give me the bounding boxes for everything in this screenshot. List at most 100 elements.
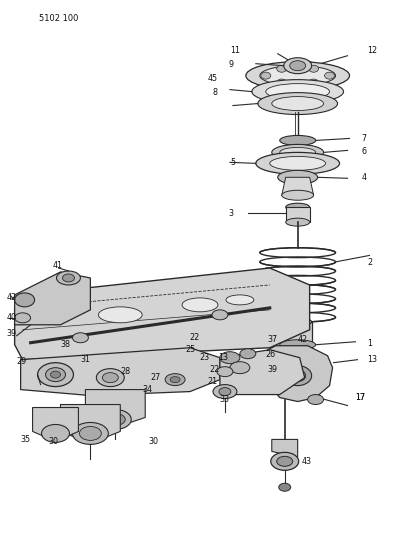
Text: 1: 1 bbox=[368, 339, 373, 348]
Text: 39: 39 bbox=[268, 365, 278, 374]
Polygon shape bbox=[220, 350, 305, 394]
Text: 38: 38 bbox=[60, 340, 71, 349]
Ellipse shape bbox=[290, 370, 306, 382]
Text: 29: 29 bbox=[17, 357, 27, 366]
Ellipse shape bbox=[266, 84, 330, 100]
Ellipse shape bbox=[42, 424, 69, 442]
Ellipse shape bbox=[80, 426, 101, 440]
Text: 22: 22 bbox=[210, 365, 220, 374]
Polygon shape bbox=[272, 439, 298, 457]
Polygon shape bbox=[21, 348, 220, 395]
Text: 34: 34 bbox=[142, 385, 152, 394]
Text: 42: 42 bbox=[298, 335, 308, 344]
Ellipse shape bbox=[240, 349, 256, 359]
Ellipse shape bbox=[182, 298, 218, 312]
Text: 35: 35 bbox=[21, 435, 31, 444]
Text: 11: 11 bbox=[230, 46, 240, 55]
Ellipse shape bbox=[308, 394, 324, 405]
Text: 22: 22 bbox=[190, 333, 200, 342]
Polygon shape bbox=[266, 346, 333, 401]
Ellipse shape bbox=[252, 79, 344, 103]
Text: 9: 9 bbox=[229, 60, 234, 69]
Text: 21: 21 bbox=[208, 377, 218, 386]
Ellipse shape bbox=[261, 72, 271, 79]
Text: 17: 17 bbox=[355, 393, 366, 402]
Ellipse shape bbox=[308, 79, 319, 86]
Polygon shape bbox=[284, 322, 312, 370]
Polygon shape bbox=[60, 405, 120, 443]
Ellipse shape bbox=[98, 307, 142, 323]
Text: 8: 8 bbox=[213, 88, 218, 97]
Ellipse shape bbox=[302, 63, 310, 69]
Ellipse shape bbox=[96, 369, 124, 386]
Ellipse shape bbox=[277, 79, 287, 86]
Text: 39: 39 bbox=[7, 329, 17, 338]
Text: 13: 13 bbox=[218, 353, 228, 362]
Ellipse shape bbox=[15, 293, 35, 307]
Ellipse shape bbox=[284, 58, 312, 74]
Text: 12: 12 bbox=[368, 46, 377, 55]
Ellipse shape bbox=[100, 409, 131, 430]
Text: 25: 25 bbox=[186, 345, 196, 354]
Ellipse shape bbox=[308, 65, 319, 72]
Ellipse shape bbox=[56, 271, 80, 285]
Ellipse shape bbox=[105, 414, 125, 425]
Ellipse shape bbox=[284, 366, 312, 385]
Text: 7: 7 bbox=[361, 134, 366, 143]
Polygon shape bbox=[15, 268, 310, 360]
Text: 2: 2 bbox=[368, 257, 373, 266]
Ellipse shape bbox=[73, 423, 109, 445]
Text: 42: 42 bbox=[7, 293, 17, 302]
Ellipse shape bbox=[38, 362, 73, 386]
Ellipse shape bbox=[286, 203, 310, 211]
Text: 45: 45 bbox=[208, 74, 218, 83]
Ellipse shape bbox=[62, 274, 74, 282]
Ellipse shape bbox=[220, 352, 240, 364]
Ellipse shape bbox=[219, 387, 231, 395]
Ellipse shape bbox=[46, 368, 65, 382]
Ellipse shape bbox=[256, 152, 339, 174]
Ellipse shape bbox=[298, 61, 314, 71]
Ellipse shape bbox=[280, 340, 316, 350]
Ellipse shape bbox=[170, 377, 180, 383]
Text: 3: 3 bbox=[229, 209, 234, 217]
Text: 43: 43 bbox=[302, 457, 312, 466]
Ellipse shape bbox=[226, 295, 254, 305]
Ellipse shape bbox=[260, 66, 335, 86]
Text: 28: 28 bbox=[120, 367, 131, 376]
Ellipse shape bbox=[282, 190, 314, 200]
Text: 17: 17 bbox=[355, 393, 366, 402]
Ellipse shape bbox=[165, 374, 185, 385]
Ellipse shape bbox=[277, 456, 293, 466]
Polygon shape bbox=[15, 272, 91, 325]
Text: 26: 26 bbox=[266, 350, 276, 359]
Text: 13: 13 bbox=[368, 355, 377, 364]
Ellipse shape bbox=[280, 148, 316, 157]
Text: 33: 33 bbox=[220, 395, 230, 404]
Ellipse shape bbox=[246, 62, 350, 90]
Polygon shape bbox=[286, 207, 310, 222]
Ellipse shape bbox=[271, 453, 299, 470]
Ellipse shape bbox=[286, 218, 310, 226]
Ellipse shape bbox=[15, 313, 31, 323]
Ellipse shape bbox=[278, 171, 317, 184]
Text: 40: 40 bbox=[7, 313, 17, 322]
Ellipse shape bbox=[280, 135, 316, 146]
Ellipse shape bbox=[73, 333, 89, 343]
Ellipse shape bbox=[213, 385, 237, 399]
Text: 31: 31 bbox=[80, 355, 91, 364]
Text: 6: 6 bbox=[361, 147, 366, 156]
Ellipse shape bbox=[325, 72, 335, 79]
Ellipse shape bbox=[272, 144, 324, 160]
Text: 30: 30 bbox=[49, 437, 58, 446]
Text: 41: 41 bbox=[53, 261, 62, 270]
Ellipse shape bbox=[212, 310, 228, 320]
Ellipse shape bbox=[270, 156, 326, 171]
Polygon shape bbox=[85, 390, 145, 427]
Text: 27: 27 bbox=[150, 373, 160, 382]
Ellipse shape bbox=[290, 61, 306, 71]
Ellipse shape bbox=[272, 96, 324, 110]
Ellipse shape bbox=[284, 318, 312, 326]
Ellipse shape bbox=[279, 483, 291, 491]
Text: 5: 5 bbox=[231, 158, 236, 167]
